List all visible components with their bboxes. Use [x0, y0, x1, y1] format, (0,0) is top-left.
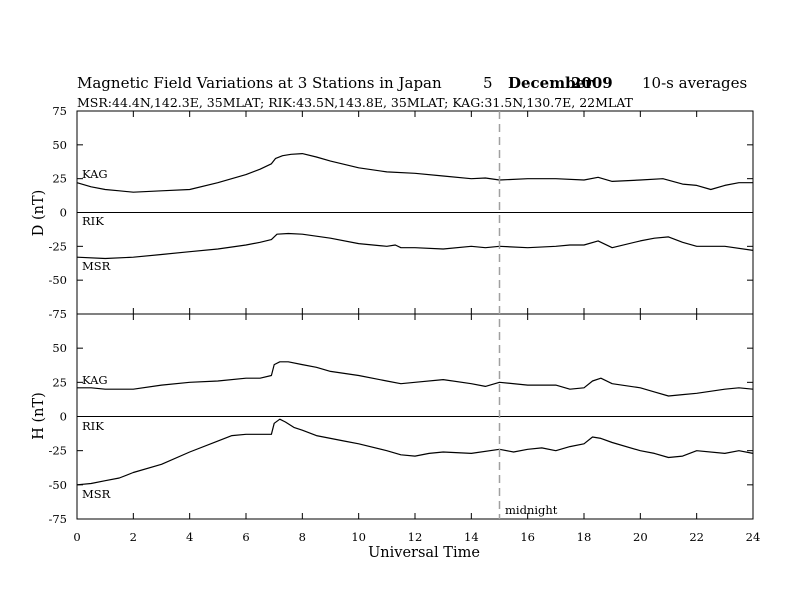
- x-axis-label: Universal Time: [368, 545, 480, 561]
- y-tick-label: -75: [48, 307, 67, 321]
- series-line-msr: [76, 418, 754, 486]
- y-tick-label: 25: [52, 172, 67, 186]
- chart-title-average: 10-s averages: [642, 74, 747, 92]
- x-tick-label: 20: [633, 530, 648, 544]
- y-tick-label: 75: [52, 104, 67, 118]
- y-tick-label: 50: [52, 341, 67, 355]
- station-coordinates: MSR:44.4N,142.3E, 35MLAT; RIK:43.5N,143.…: [77, 95, 634, 110]
- y-ticks: 75 50 25 0 -25 -50 -75: [48, 104, 753, 321]
- y-ticks: 50 25 0 -25 -50 -75: [48, 313, 753, 526]
- midnight-label: midnight: [505, 503, 558, 517]
- series-group: [76, 153, 754, 260]
- x-tick-label: 10: [351, 530, 366, 544]
- panel-declination: 75 50 25 0 -25 -50 -75 D (nT) KAG RIK MSR: [31, 104, 754, 321]
- x-tick-label: 2: [130, 530, 137, 544]
- station-label-rik: RIK: [82, 419, 104, 433]
- y-tick-label: -25: [48, 239, 67, 253]
- y-axis-label: D (nT): [31, 190, 47, 237]
- station-label-msr: MSR: [82, 487, 111, 501]
- station-label-msr: MSR: [82, 259, 111, 273]
- x-tick-label: 6: [242, 530, 249, 544]
- y-tick-label: -25: [48, 444, 67, 458]
- x-tick-label: 18: [577, 530, 592, 544]
- station-label-kag: KAG: [82, 373, 108, 387]
- station-label-rik: RIK: [82, 214, 104, 228]
- series-line-msr: [76, 232, 754, 260]
- chart-title-month: December: [508, 74, 594, 92]
- y-axis-label: H (nT): [31, 392, 47, 440]
- x-tick-label: 22: [689, 530, 704, 544]
- y-tick-label: -50: [48, 478, 67, 492]
- y-tick-label: 50: [52, 138, 67, 152]
- y-tick-label: -75: [48, 512, 67, 526]
- y-tick-label: 25: [52, 375, 67, 389]
- x-tick-label: 24: [746, 530, 761, 544]
- y-tick-label: -50: [48, 273, 67, 287]
- x-axis-ticks: 0 2 4 6 8 10 12 14 16 18 20 22 24: [73, 111, 760, 544]
- x-tick-label: 8: [299, 530, 306, 544]
- x-tick-label: 16: [520, 530, 535, 544]
- x-tick-label: 4: [186, 530, 193, 544]
- y-tick-label: 0: [60, 410, 67, 424]
- x-tick-label: 12: [408, 530, 423, 544]
- chart-title: Magnetic Field Variations at 3 Stations …: [77, 74, 442, 92]
- chart-title-year: 2009: [571, 74, 613, 92]
- chart-title-day: 5: [483, 74, 493, 92]
- x-tick-label: 0: [73, 530, 80, 544]
- series-group: [76, 361, 754, 486]
- panel-horizontal: 50 25 0 -25 -50 -75 H (nT) KAG RIK MSR: [31, 313, 754, 526]
- y-tick-label: 0: [60, 206, 67, 220]
- series-line-kag: [76, 153, 753, 193]
- series-line-kag: [77, 361, 754, 397]
- station-label-kag: KAG: [82, 167, 108, 181]
- x-tick-label: 14: [464, 530, 479, 544]
